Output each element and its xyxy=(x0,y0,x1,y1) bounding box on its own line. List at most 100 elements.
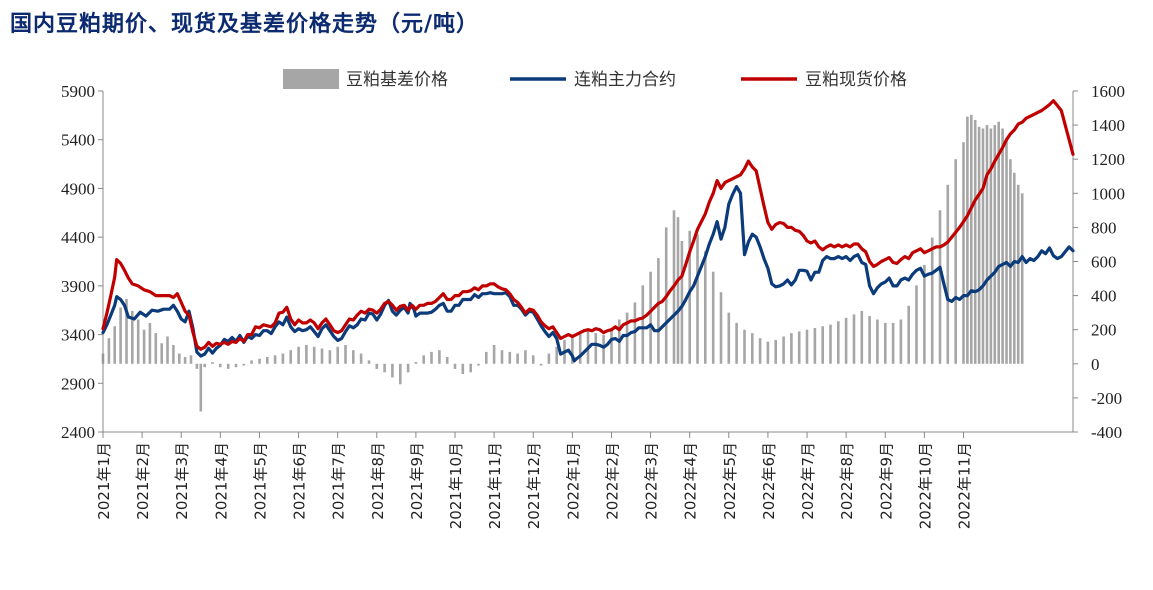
basis-bar xyxy=(305,345,308,364)
legend-label-futures: 连粕主力合约 xyxy=(574,70,676,90)
basis-bar xyxy=(821,326,824,364)
basis-bar xyxy=(1016,184,1020,364)
basis-bar xyxy=(766,341,770,364)
basis-bar xyxy=(868,316,871,364)
x-tick-label: 2022年8月 xyxy=(838,442,856,520)
basis-bar xyxy=(344,345,347,364)
basis-bar xyxy=(876,319,879,364)
basis-bar xyxy=(516,353,519,364)
basis-bar xyxy=(997,121,1000,364)
basis-bar xyxy=(406,363,410,373)
right-tick-label: 200 xyxy=(1091,321,1117,340)
left-tick-label: 4400 xyxy=(61,228,95,247)
price-lines xyxy=(101,99,1075,363)
chart-title: 国内豆粕期价、现货及基差价格走势（元/吨） xyxy=(10,12,480,37)
basis-bar xyxy=(219,363,222,368)
basis-bar xyxy=(970,114,973,364)
basis-bar xyxy=(852,314,856,364)
legend-label-basis: 豆粕基差价格 xyxy=(346,70,448,90)
basis-bar xyxy=(154,333,158,364)
basis-bar xyxy=(445,357,449,364)
basis-bar xyxy=(571,334,574,364)
basis-bar xyxy=(860,310,864,364)
basis-bar xyxy=(469,363,472,373)
basis-bar xyxy=(166,336,169,364)
basis-bar xyxy=(297,346,300,364)
series-line-futures xyxy=(101,184,1075,363)
basis-bar xyxy=(113,326,116,364)
basis-bar xyxy=(508,351,512,364)
x-tick-label: 2021年11月 xyxy=(486,442,504,529)
x-tick-label: 2022年10月 xyxy=(916,442,934,529)
axes: 2400 2900 3400 3900 4400 4900 5400 5900 -400 -200… xyxy=(61,82,1125,529)
basis-bar xyxy=(195,363,199,369)
basis-bar xyxy=(977,126,981,364)
basis-bar xyxy=(352,350,355,364)
basis-bar xyxy=(915,285,918,364)
basis-bar xyxy=(399,363,402,385)
basis-bar xyxy=(178,353,181,364)
basis-bar xyxy=(336,346,339,364)
basis-bar xyxy=(107,338,111,364)
basis-bar xyxy=(735,322,738,364)
legend-label-spot: 豆粕现货价格 xyxy=(805,70,907,90)
basis-bar xyxy=(211,362,214,364)
basis-bar xyxy=(837,321,840,364)
legend-swatch-basis xyxy=(283,69,339,89)
x-tick-label: 2021年8月 xyxy=(369,442,387,520)
basis-bar xyxy=(422,355,425,364)
basis-bar xyxy=(946,184,950,364)
x-tick-label: 2022年3月 xyxy=(643,442,661,520)
basis-bar xyxy=(131,310,134,364)
basis-bar xyxy=(383,363,386,373)
basis-bar xyxy=(610,328,613,364)
basis-bar xyxy=(485,351,488,364)
basis-bar xyxy=(680,241,684,364)
x-tick-label: 2021年4月 xyxy=(212,442,230,520)
left-tick-label: 2900 xyxy=(61,374,95,393)
basis-bar xyxy=(805,329,809,364)
basis-bar xyxy=(649,271,652,364)
basis-bar xyxy=(993,125,997,364)
basis-bar xyxy=(578,331,582,364)
right-tick-label: 600 xyxy=(1091,253,1117,272)
basis-bar xyxy=(985,125,989,364)
basis-bar xyxy=(602,334,605,364)
x-tick-label: 2021年10月 xyxy=(447,442,465,529)
basis-bar xyxy=(555,346,558,364)
basis-bar xyxy=(688,230,691,364)
left-tick-label: 5400 xyxy=(61,131,95,150)
basis-bar xyxy=(1001,128,1004,364)
basis-bar xyxy=(743,329,746,364)
basis-bar xyxy=(375,363,379,369)
basis-bar xyxy=(884,322,887,364)
basis-bar xyxy=(774,339,777,364)
basis-bar xyxy=(891,322,895,364)
basis-bar xyxy=(289,350,292,364)
x-tick-label: 2022年1月 xyxy=(564,442,582,520)
right-tick-label: 1600 xyxy=(1091,82,1125,101)
left-tick-label: 3900 xyxy=(61,277,95,296)
basis-bar xyxy=(266,357,269,364)
basis-bar xyxy=(142,329,146,364)
x-tick-label: 2022年5月 xyxy=(721,442,739,520)
basis-bar xyxy=(477,363,480,366)
left-tick-label: 3400 xyxy=(61,326,95,345)
right-tick-label: 1200 xyxy=(1091,150,1125,169)
series-line-spot xyxy=(101,99,1075,351)
x-tick-label: 2022年11月 xyxy=(955,442,973,529)
x-tick-label: 2021年12月 xyxy=(525,442,543,529)
basis-bar xyxy=(189,355,193,364)
basis-bar xyxy=(226,363,230,369)
basis-bar xyxy=(320,348,324,364)
basis-bar xyxy=(359,353,363,364)
basis-bar xyxy=(727,312,731,364)
basis-bar xyxy=(199,363,203,412)
basis-bar xyxy=(183,357,187,364)
basis-bar xyxy=(160,343,163,364)
basis-bar xyxy=(547,353,551,364)
basis-bar xyxy=(461,363,465,374)
basis-bar xyxy=(751,333,754,364)
right-tick-label: 0 xyxy=(1091,355,1100,374)
